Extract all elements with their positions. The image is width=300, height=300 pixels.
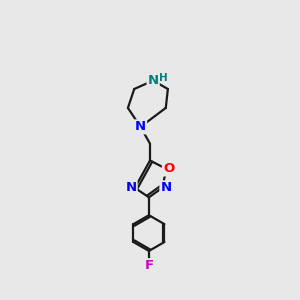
Text: N: N (160, 182, 172, 194)
Text: F: F (144, 259, 154, 272)
Text: N: N (125, 182, 136, 194)
Text: N: N (148, 74, 159, 87)
Text: O: O (163, 162, 174, 176)
Text: N: N (135, 120, 146, 134)
Text: H: H (160, 74, 168, 83)
